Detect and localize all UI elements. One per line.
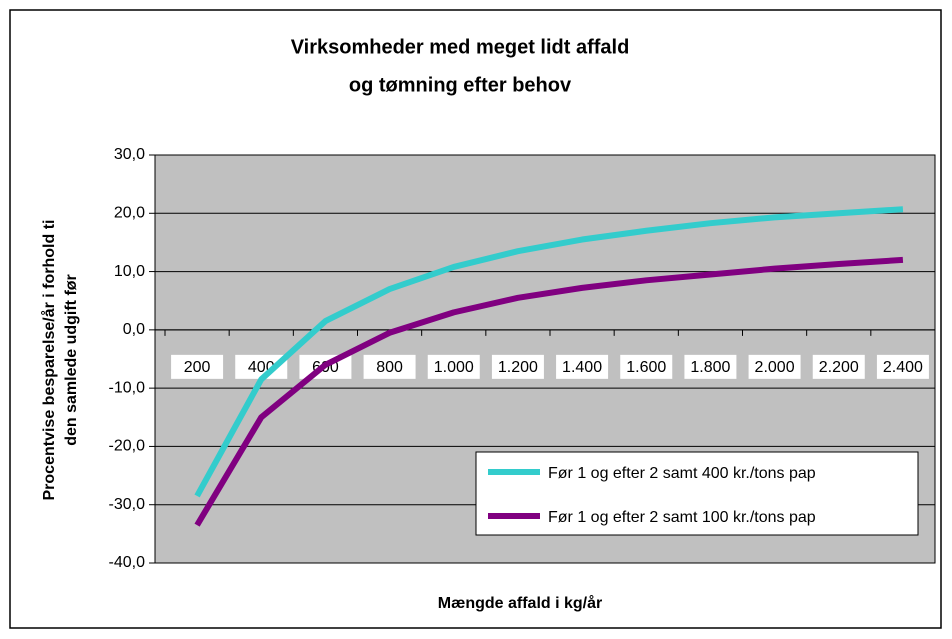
y-tick-label: -20,0 [109,438,146,455]
x-tick-label: 1.200 [498,359,538,376]
x-tick-label-box [876,354,929,379]
legend-label: Før 1 og efter 2 samt 100 kr./tons pap [548,509,816,526]
x-tick-label-box [748,354,801,379]
x-tick-label: 1.400 [562,359,602,376]
series-line [194,256,904,527]
y-tick-label: 10,0 [114,263,145,280]
x-tick-label: 2.200 [819,359,859,376]
x-tick-label: 800 [376,359,403,376]
y-axis-label: Procentvise besparelse/år i forhold ti [40,220,58,501]
x-tick-label: 1.000 [434,359,474,376]
y-tick-label: -30,0 [109,496,146,513]
legend-label: Før 1 og efter 2 samt 400 kr./tons pap [548,465,816,482]
legend [475,451,919,536]
y-tick-label: 0,0 [123,321,145,338]
x-tick-label-box [620,354,673,379]
x-tick-label: 2.400 [883,359,923,376]
x-tick-label-box [427,354,480,379]
x-tick-label-box [812,354,865,379]
chart-title: og tømning efter behov [349,74,572,96]
series-line [194,206,904,498]
x-tick-label: 1.600 [626,359,666,376]
x-tick-label: 1.800 [690,359,730,376]
y-tick-label: 30,0 [114,146,145,163]
x-tick-label-box [491,354,544,379]
x-tick-label: 2.000 [755,359,795,376]
x-tick-label: 200 [184,359,211,376]
x-tick-label-box [363,354,416,379]
x-tick-label-box [556,354,609,379]
y-tick-label: -10,0 [109,379,146,396]
chart-title: Virksomheder med meget lidt affald [291,36,630,58]
x-tick-label-box [684,354,737,379]
x-axis-label: Mængde affald i kg/år [438,594,602,612]
y-axis-label: den samlede udgift før [63,274,80,446]
x-tick-label-box [171,354,224,379]
y-tick-label: 20,0 [114,205,145,222]
y-tick-label: -40,0 [109,554,146,571]
